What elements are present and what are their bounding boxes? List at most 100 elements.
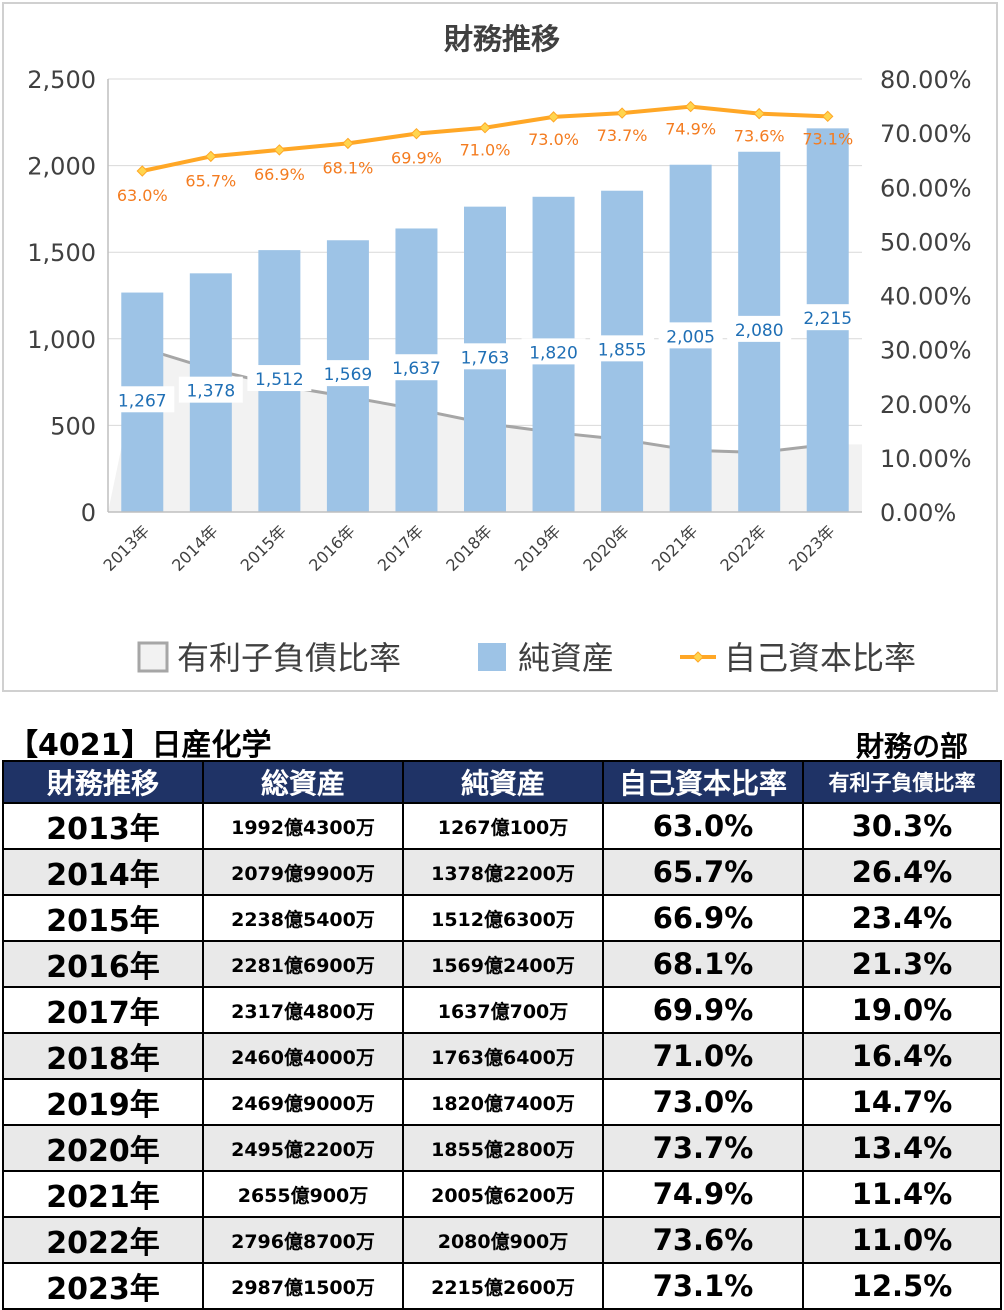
cell-total-assets: 2317億4800万	[202, 986, 404, 1034]
table-row: 2017年 2317億4800万 1637億700万 69.9% 19.0%	[2, 986, 1002, 1034]
cell-net-assets: 1267億100万	[402, 802, 604, 850]
chart-container: 財務推移 0 500 1,000 1,500 2,000 2,500 0.00% 10.00% 2…	[2, 2, 998, 692]
equity-ratio-marker	[616, 107, 628, 119]
y-left-tick-label: 1,000	[27, 326, 96, 354]
legend-marker-equity-ratio	[692, 651, 704, 663]
bar-data-label: 1,569	[324, 365, 373, 385]
table-row: 2016年 2281億6900万 1569億2400万 68.1% 21.3%	[2, 940, 1002, 988]
cell-debt-ratio: 11.4%	[802, 1170, 1002, 1218]
y-right-tick-label: 0.00%	[880, 499, 956, 527]
cell-net-assets: 1855億2800万	[402, 1124, 604, 1172]
header-equity-ratio: 自己資本比率	[602, 760, 804, 804]
cell-debt-ratio: 23.4%	[802, 894, 1002, 942]
equity-ratio-marker	[342, 137, 354, 150]
bar-label-background	[247, 365, 312, 392]
y-right-tick-label: 70.00%	[880, 120, 972, 148]
cell-net-assets: 1512億6300万	[402, 894, 604, 942]
y-right-tick-label: 60.00%	[880, 174, 972, 202]
line-data-label: 69.9%	[391, 149, 442, 168]
cell-net-assets: 1569億2400万	[402, 940, 604, 988]
y-right-tick-label: 40.00%	[880, 283, 972, 311]
cell-year: 2014年	[2, 848, 204, 896]
cell-debt-ratio: 16.4%	[802, 1032, 1002, 1080]
header-total-assets: 総資産	[202, 760, 404, 804]
table-row: 2015年 2238億5400万 1512億6300万 66.9% 23.4%	[2, 894, 1002, 942]
cell-equity-ratio: 73.1%	[602, 1262, 804, 1310]
legend-label-net-assets: 純資産	[518, 639, 614, 677]
chart-title: 財務推移	[444, 22, 560, 56]
cell-total-assets: 2655億900万	[202, 1170, 404, 1218]
equity-ratio-marker	[684, 100, 697, 113]
bar-label-background	[384, 354, 449, 381]
bar-data-label: 2,215	[803, 309, 852, 329]
cell-net-assets: 1763億6400万	[402, 1032, 604, 1080]
equity-ratio-marker	[479, 122, 491, 134]
cell-debt-ratio: 26.4%	[802, 848, 1002, 896]
line-data-label: 73.7%	[597, 126, 648, 145]
cell-debt-ratio: 19.0%	[802, 986, 1002, 1034]
line-data-label: 68.1%	[322, 158, 373, 177]
x-tick-label: 2013年	[100, 521, 154, 575]
cell-net-assets: 1820億7400万	[402, 1078, 604, 1126]
cell-total-assets: 1992億4300万	[202, 802, 404, 850]
cell-total-assets: 2987億1500万	[202, 1262, 404, 1310]
equity-ratio-marker	[136, 165, 148, 177]
section-title: 財務の部	[855, 730, 968, 763]
cell-debt-ratio: 12.5%	[802, 1262, 1002, 1310]
cell-equity-ratio: 65.7%	[602, 848, 804, 896]
cell-total-assets: 2495億2200万	[202, 1124, 404, 1172]
table-row: 2019年 2469億9000万 1820億7400万 73.0% 14.7%	[2, 1078, 1002, 1126]
line-data-label: 74.9%	[665, 120, 716, 139]
equity-ratio-marker	[205, 150, 217, 163]
line-data-label: 73.1%	[802, 129, 853, 148]
x-tick-label: 2018年	[442, 521, 496, 575]
x-tick-label: 2016年	[305, 521, 359, 575]
x-tick-label: 2019年	[511, 521, 565, 575]
x-tick-label: 2020年	[579, 521, 633, 575]
cell-total-assets: 2238億5400万	[202, 894, 404, 942]
cell-debt-ratio: 14.7%	[802, 1078, 1002, 1126]
line-data-label: 63.0%	[117, 186, 168, 205]
y-right-tick-label: 30.00%	[880, 337, 972, 365]
cell-year: 2021年	[2, 1170, 204, 1218]
cell-equity-ratio: 73.0%	[602, 1078, 804, 1126]
table-row: 2013年 1992億4300万 1267億100万 63.0% 30.3%	[2, 802, 1002, 850]
bar-label-background	[795, 304, 860, 331]
cell-net-assets: 2005億6200万	[402, 1170, 604, 1218]
table-row: 2022年 2796億8700万 2080億900万 73.6% 11.0%	[2, 1216, 1002, 1264]
legend-label-equity-ratio: 自己資本比率	[724, 639, 916, 677]
table-row: 2018年 2460億4000万 1763億6400万 71.0% 16.4%	[2, 1032, 1002, 1080]
cell-year: 2022年	[2, 1216, 204, 1264]
legend-swatch-net-assets	[478, 643, 506, 671]
cell-total-assets: 2079億9900万	[202, 848, 404, 896]
line-data-label: 73.0%	[528, 130, 579, 149]
cell-total-assets: 2281億6900万	[202, 940, 404, 988]
bar-data-label: 1,512	[255, 370, 304, 390]
bar-label-background	[315, 360, 380, 387]
bar-data-label: 1,378	[186, 382, 235, 402]
cell-equity-ratio: 73.7%	[602, 1124, 804, 1172]
y-left-tick-label: 2,500	[27, 66, 96, 94]
cell-year: 2019年	[2, 1078, 204, 1126]
cell-equity-ratio: 71.0%	[602, 1032, 804, 1080]
cell-net-assets: 1378億2200万	[402, 848, 604, 896]
x-tick-label: 2023年	[785, 521, 839, 575]
bar-label-background	[590, 335, 655, 362]
bar-data-label: 1,820	[529, 343, 578, 363]
cell-year: 2015年	[2, 894, 204, 942]
cell-debt-ratio: 30.3%	[802, 802, 1002, 850]
table-row: 2020年 2495億2200万 1855億2800万 73.7% 13.4%	[2, 1124, 1002, 1172]
equity-ratio-marker	[547, 111, 560, 123]
x-tick-label: 2014年	[168, 521, 222, 575]
cell-year: 2018年	[2, 1032, 204, 1080]
line-data-label: 71.0%	[460, 141, 511, 160]
bar-data-label: 2,005	[666, 327, 715, 347]
cell-net-assets: 2215億2600万	[402, 1262, 604, 1310]
bar-label-background	[658, 322, 723, 349]
financial-table: 財務推移 総資産 純資産 自己資本比率 有利子負債比率 2013年 1992億43…	[2, 760, 1002, 1310]
cell-debt-ratio: 11.0%	[802, 1216, 1002, 1264]
equity-ratio-line	[141, 104, 828, 173]
y-right-tick-label: 50.00%	[880, 228, 972, 256]
y-left-tick-label: 1,500	[27, 239, 96, 267]
x-tick-label: 2015年	[237, 521, 291, 575]
